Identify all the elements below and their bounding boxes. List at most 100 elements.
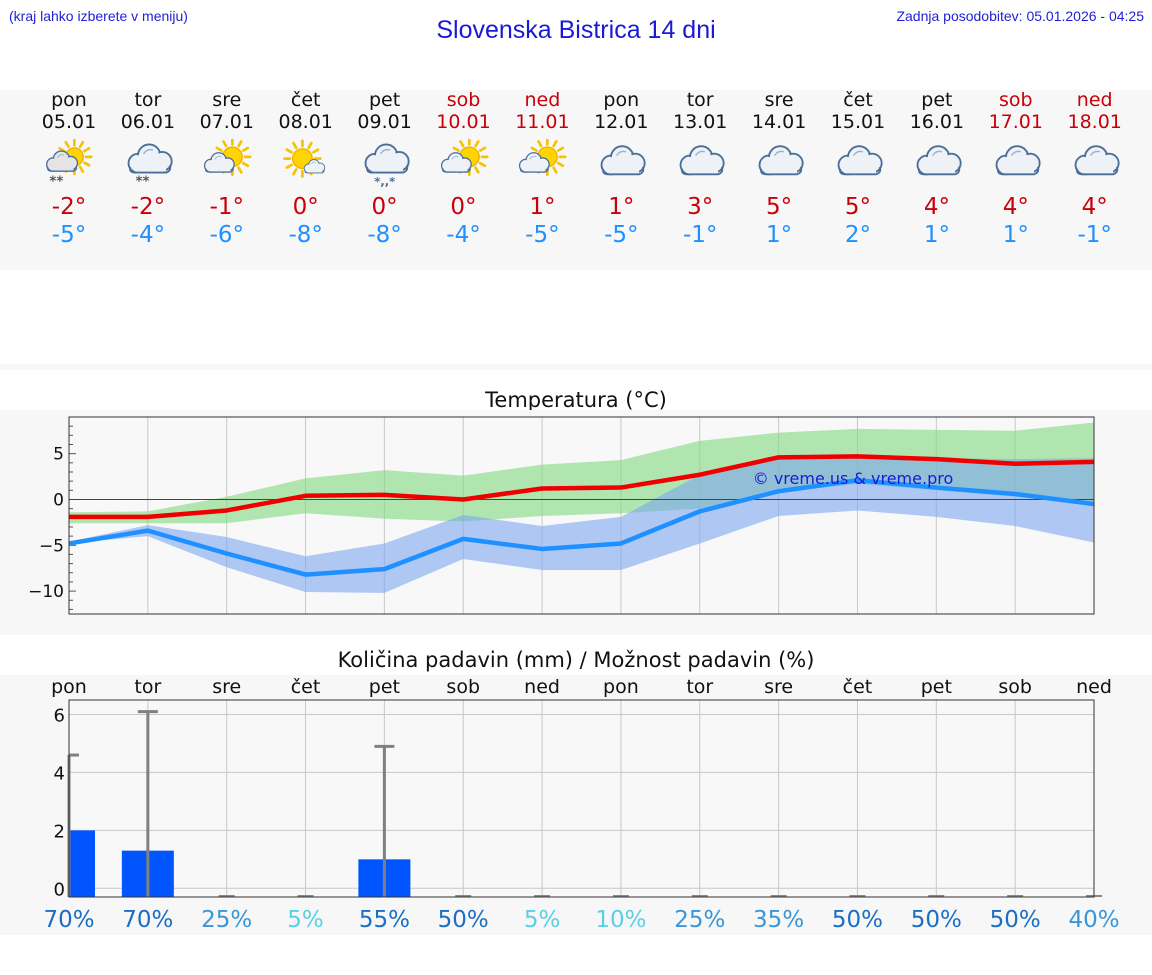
cloud-inner — [448, 153, 462, 168]
cloud-highlight — [852, 150, 864, 157]
sun-ray — [452, 146, 460, 152]
sun-ray — [83, 147, 91, 153]
cloud-inner — [849, 147, 870, 168]
min-range-band — [69, 455, 1094, 593]
day-name: sob — [446, 89, 481, 111]
day-label: sob — [446, 676, 480, 698]
precip-bar — [69, 830, 95, 897]
day-label: pon — [51, 676, 87, 698]
cloud-shape — [916, 145, 962, 176]
day-name: pon — [51, 89, 87, 111]
forecast-day: pon 12.01 1° -5° — [581, 89, 661, 249]
day-date: 12.01 — [594, 111, 649, 133]
sleet-drops: *,,* — [374, 174, 395, 188]
cloud-inner — [686, 163, 719, 173]
cloud-inner — [1086, 147, 1106, 168]
cloud-shape — [303, 159, 325, 174]
sun-ray — [557, 161, 565, 168]
cloud-shape — [995, 145, 1041, 176]
cloud-inner — [139, 145, 159, 166]
day-label: tor — [134, 676, 161, 698]
temp-min: -8° — [288, 222, 323, 248]
min-point — [147, 530, 149, 532]
cloud-shape — [837, 145, 883, 176]
cloud-shape — [758, 145, 804, 176]
cloud-base — [204, 166, 234, 173]
forecast-day: sre 14.01 5° 1° — [739, 89, 819, 249]
temp-max: 4° — [1002, 194, 1029, 220]
sun-ray — [291, 141, 298, 150]
temp-max: 1° — [608, 194, 635, 220]
forecast-day: pon 05.01 ** -2° -5° — [29, 89, 109, 249]
day-name: čet — [843, 89, 873, 111]
watermark: © vreme.us & vreme.pro — [753, 469, 954, 488]
cloud-inner — [527, 153, 541, 168]
precip-probability: 5% — [287, 907, 324, 933]
cloud-inner — [923, 163, 955, 173]
day-date: 11.01 — [515, 111, 570, 133]
cloud-inner — [770, 147, 791, 168]
cloud-inner — [309, 160, 319, 170]
divider — [0, 364, 1152, 370]
cloud-base — [365, 164, 408, 174]
cloud-highlight — [56, 154, 65, 159]
temp-min: -4° — [446, 222, 481, 248]
min-point — [620, 542, 622, 544]
cloud-highlight — [1010, 150, 1021, 157]
day-date: 14.01 — [751, 111, 807, 133]
cloud-shape — [440, 152, 472, 173]
sun-ray — [530, 146, 539, 152]
sun-ray — [237, 140, 243, 148]
temp-max: 3° — [687, 194, 714, 220]
max-point — [305, 495, 307, 497]
precip-probability: 50% — [911, 907, 962, 933]
temp-max: 4° — [923, 194, 950, 220]
cloud-inner — [306, 167, 322, 173]
forecast-day: pet 09.01 *,,* 0° -8° — [345, 89, 425, 249]
cloud-highlight — [310, 161, 316, 165]
temp-min: -8° — [367, 222, 402, 248]
day-name: pet — [368, 89, 401, 111]
day-label: pet — [921, 676, 952, 698]
temp-min: -5° — [51, 222, 87, 248]
sun-ray — [64, 140, 70, 149]
temp-max: 0° — [371, 194, 398, 220]
y-tick-label: 0 — [54, 879, 65, 900]
max-range-band — [69, 422, 1094, 524]
sun-ray — [552, 140, 559, 148]
day-name: pet — [921, 89, 953, 111]
temp-min: 1° — [923, 222, 950, 248]
max-point — [541, 487, 543, 489]
forecast-day: čet 08.01 0° -8° — [266, 89, 346, 249]
cloud-shape — [1074, 145, 1120, 176]
day-name: pon — [603, 89, 640, 111]
cloud-icon — [916, 145, 962, 176]
sun-ray — [285, 163, 293, 169]
cloud-inner — [844, 163, 877, 173]
sun-ray — [552, 166, 559, 174]
y-tick-label: 2 — [54, 821, 65, 842]
cloud-base — [1075, 166, 1118, 176]
temperature-chart: 5 0 −5 −10 © vreme.us & vreme.pro — [28, 416, 1095, 615]
forecast-day: ned 18.01 4° -1° — [1055, 89, 1135, 249]
sun-ray — [478, 146, 486, 152]
forecast-day: sre 07.01 -1° -6° — [187, 89, 267, 249]
min-point — [856, 479, 858, 481]
precipitation-chart: pon tor sre čet pet sob ned pon tor sre čet pet sob n… — [43, 676, 1119, 933]
sun-ray — [241, 161, 249, 168]
cloud-inner — [612, 147, 633, 168]
temp-min: 2° — [844, 222, 872, 248]
min-point — [462, 538, 464, 540]
sun-ray — [537, 140, 543, 148]
cloud-highlight — [616, 150, 627, 157]
max-point — [699, 474, 701, 476]
cloud-shape — [46, 150, 79, 172]
cloud-base — [602, 166, 645, 176]
max-point — [935, 458, 937, 460]
cloud-inner — [1080, 163, 1113, 173]
temp-max: -2° — [130, 194, 166, 220]
sun-ray — [285, 148, 293, 154]
day-label: tor — [686, 676, 713, 698]
cloud-highlight — [142, 148, 154, 155]
cloud-inner — [607, 163, 640, 173]
